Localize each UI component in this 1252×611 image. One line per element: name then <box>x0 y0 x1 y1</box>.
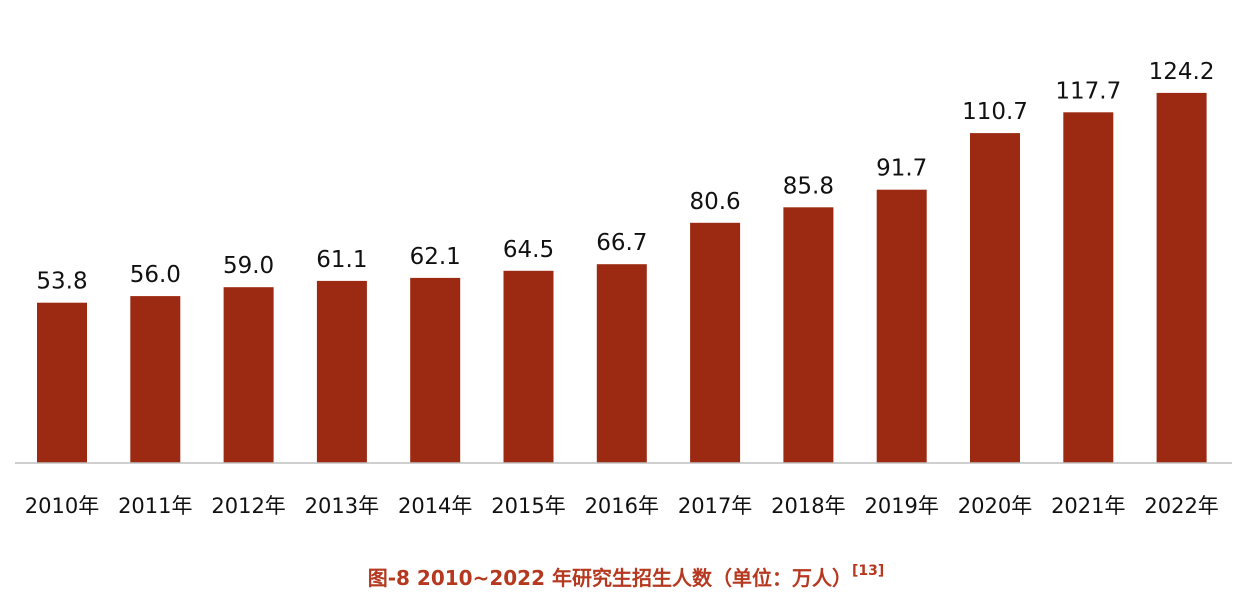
chart-title-text: 图-8 2010~2022 年研究生招生人数（单位：万人） <box>367 566 852 590</box>
data-label: 64.5 <box>503 237 554 263</box>
data-label: 66.7 <box>596 230 647 256</box>
bar-2021年 <box>1063 112 1114 464</box>
data-label: 53.8 <box>36 269 87 295</box>
bar-2022年 <box>1156 92 1207 464</box>
x-tick-label: 2010年 <box>25 494 99 518</box>
bar-2015年 <box>503 270 554 463</box>
bar-2012年 <box>223 287 274 463</box>
x-tick-label: 2021年 <box>1051 494 1125 518</box>
bars-group <box>37 92 1207 464</box>
chart-title-reference: [13] <box>851 563 885 580</box>
x-tick-label: 2015年 <box>491 494 565 518</box>
bar-labels-group: 53.8 56.0 59.0 61.1 62.1 64.5 66.7 80.6 85.8 91.7… <box>36 59 1214 295</box>
x-tick-label: 2019年 <box>864 494 938 518</box>
x-tick-label: 2022年 <box>1144 494 1218 518</box>
bar-2014年 <box>410 277 461 463</box>
bar-2020年 <box>970 133 1020 463</box>
data-label: 85.8 <box>783 173 834 199</box>
bar-2013年 <box>316 280 367 463</box>
bar-chart: 53.8 56.0 59.0 61.1 62.1 64.5 66.7 80.6 85.8 91.7… <box>15 59 1232 518</box>
data-label: 124.2 <box>1149 59 1215 85</box>
x-tick-label: 2013年 <box>305 494 379 518</box>
x-tick-label: 2011年 <box>118 494 192 518</box>
x-tick-labels-group: 2010年 2011年 2012年 2013年 2014年 2015年 2016年 2017年… <box>25 494 1219 518</box>
data-label: 91.7 <box>876 156 927 182</box>
x-tick-label: 2017年 <box>678 494 752 518</box>
data-label: 117.7 <box>1055 78 1121 104</box>
bar-2019年 <box>876 189 927 463</box>
data-label: 59.0 <box>223 253 274 279</box>
x-tick-label: 2014年 <box>398 494 472 518</box>
data-label: 56.0 <box>130 262 181 288</box>
data-label: 62.1 <box>410 244 461 270</box>
bar-2016年 <box>596 264 647 463</box>
data-label: 110.7 <box>962 99 1028 125</box>
bar-2011年 <box>130 296 181 463</box>
data-label: 80.6 <box>689 189 740 215</box>
chart-title: 图-8 2010~2022 年研究生招生人数（单位：万人）[13] <box>0 562 1252 591</box>
x-tick-label: 2012年 <box>211 494 285 518</box>
bar-2017年 <box>690 222 741 463</box>
data-label: 61.1 <box>316 247 367 273</box>
x-tick-label: 2018年 <box>771 494 845 518</box>
x-tick-label: 2016年 <box>585 494 659 518</box>
x-tick-label: 2020年 <box>958 494 1032 518</box>
bar-2018年 <box>783 207 834 463</box>
bar-2010年 <box>37 302 87 463</box>
